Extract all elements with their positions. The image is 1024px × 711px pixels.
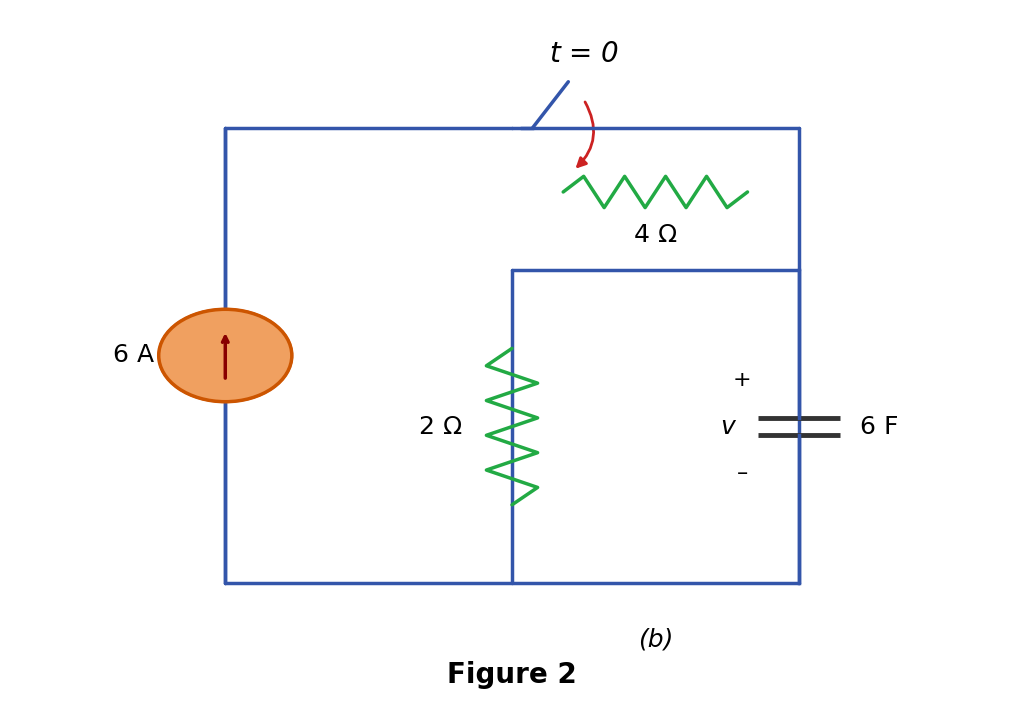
Text: Figure 2: Figure 2 [447,661,577,690]
Text: 6 A: 6 A [113,343,154,368]
Text: (b): (b) [638,628,673,652]
Text: 4 Ω: 4 Ω [634,223,677,247]
Text: 6 F: 6 F [860,415,899,439]
Text: $t$ = 0: $t$ = 0 [549,40,618,68]
Circle shape [159,309,292,402]
FancyArrowPatch shape [578,102,594,166]
Circle shape [159,309,292,402]
Text: $v$: $v$ [720,415,737,439]
Text: –: – [737,463,748,483]
Text: 2 Ω: 2 Ω [419,415,462,439]
Text: +: + [733,370,752,390]
